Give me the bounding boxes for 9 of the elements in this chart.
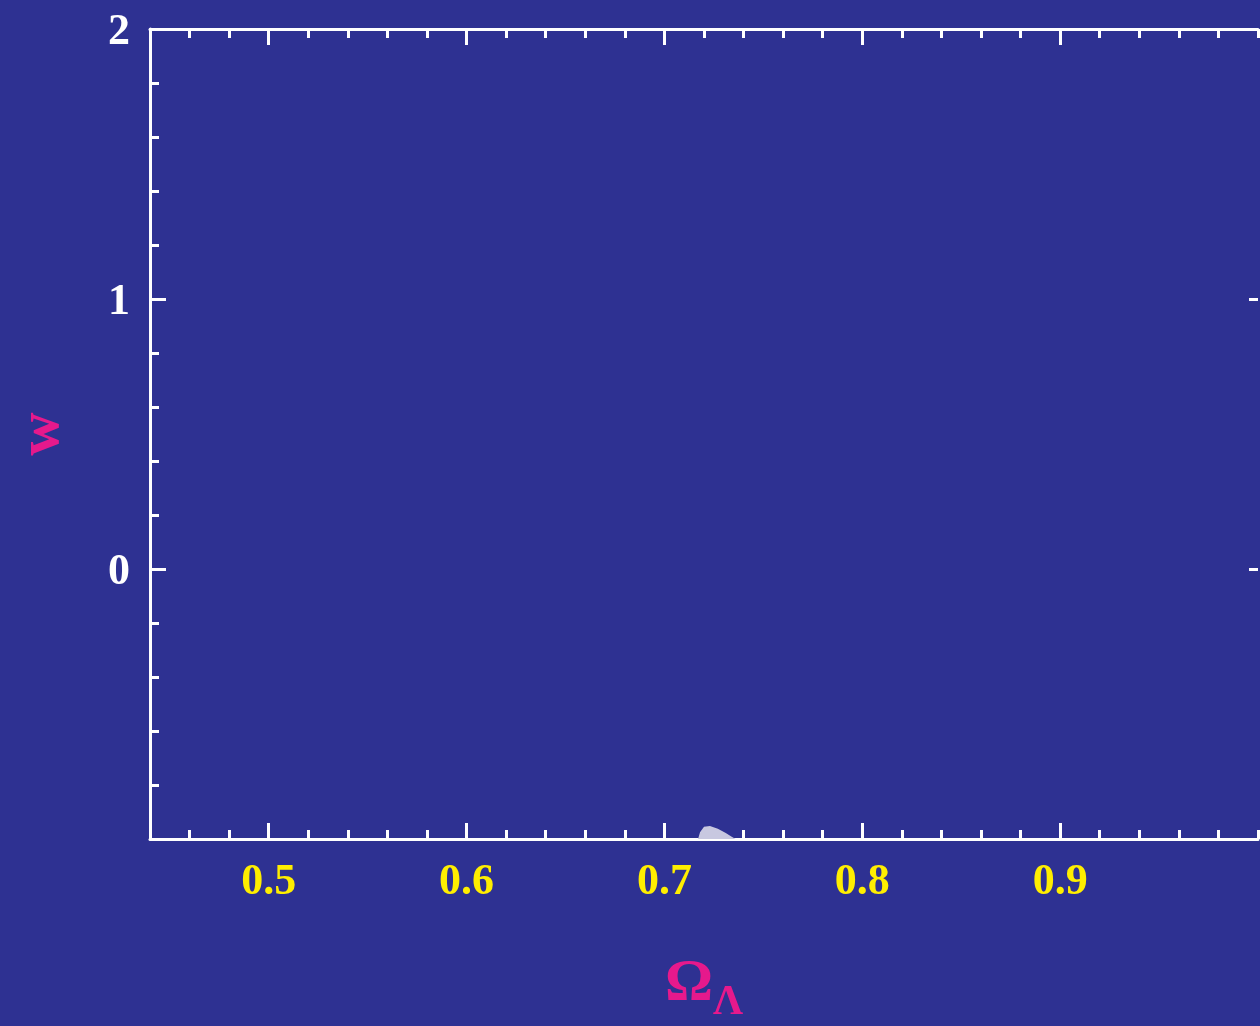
y-axis-title: w [5, 411, 71, 456]
x-tick-label: 0.6 [439, 854, 495, 904]
x-tick-label: 0.7 [636, 854, 692, 904]
y-tick-label: 1 [108, 274, 130, 324]
y-tick-label: 2 [108, 4, 130, 54]
x-tick-label: 0.9 [1032, 854, 1088, 904]
x-tick-label: 0.5 [241, 854, 297, 904]
x-tick-label: 0.8 [834, 854, 890, 904]
y-tick-label: 0 [108, 544, 130, 594]
